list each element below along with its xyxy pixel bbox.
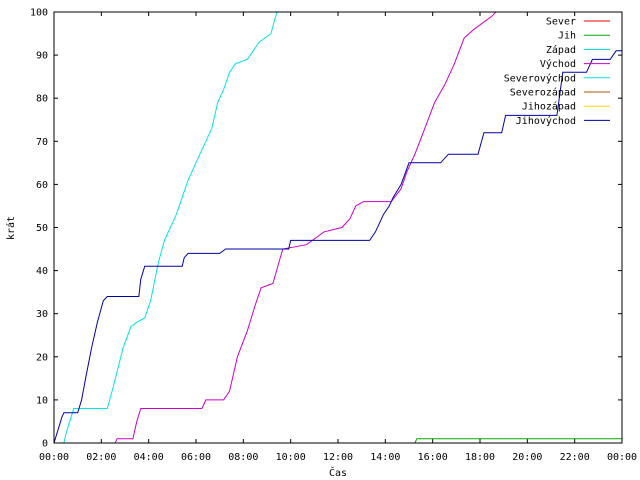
y-tick-label: 90 [36,51,48,62]
ticks-layer: 00:00 02:00 04:00 06:00 08:00 10:00 12:00 14:00… [30,8,637,464]
x-tick-label: 08:00 [228,452,258,463]
plot-frame [53,11,623,444]
y-tick-label: 40 [36,266,48,277]
legend-label-vychod: Východ [540,58,576,70]
x-tick-label: 02:00 [86,452,116,463]
legend: Sever Jih Západ Východ Severovýchod Severozáp… [504,17,610,127]
y-tick-label: 20 [36,352,48,363]
legend-label-severovychod: Severovýchod [504,72,576,84]
series-line-jihovychod [53,50,622,444]
y-tick-label: 50 [36,223,48,234]
y-tick-label: 100 [30,8,48,19]
x-tick-label: 04:00 [134,452,164,463]
x-tick-label: 16:00 [418,452,448,463]
x-axis-title: Čas [329,466,347,479]
x-tick-label: 06:00 [181,452,211,463]
x-tick-label: 12:00 [323,452,353,463]
y-tick-label: 30 [36,309,48,320]
legend-label-jihovychod: Jihovýchod [516,115,576,127]
y-tick-label: 70 [36,137,48,148]
x-tick-label: 20:00 [512,452,542,463]
y-tick-label: 60 [36,180,48,191]
y-tick-label: 0 [42,439,48,450]
legend-label-jihozapad: Jihozápad [522,101,576,113]
legend-label-sever: Sever [546,17,576,28]
legend-label-severozapad: Severozápad [510,87,576,99]
legend-label-jih: Jih [558,31,576,42]
x-tick-label: 00:00 [607,452,637,463]
x-tick-label: 00:00 [39,452,69,463]
x-tick-label: 18:00 [465,452,495,463]
x-tick-label: 14:00 [370,452,400,463]
y-tick-label: 80 [36,94,48,105]
x-tick-label: 22:00 [560,452,590,463]
legend-label-zapad: Západ [546,44,576,56]
x-tick-label: 10:00 [276,452,306,463]
series-line-vychod [114,11,497,444]
y-axis-title: krát [5,216,17,240]
y-tick-label: 10 [36,395,48,406]
series-line-severovychod [63,11,278,444]
